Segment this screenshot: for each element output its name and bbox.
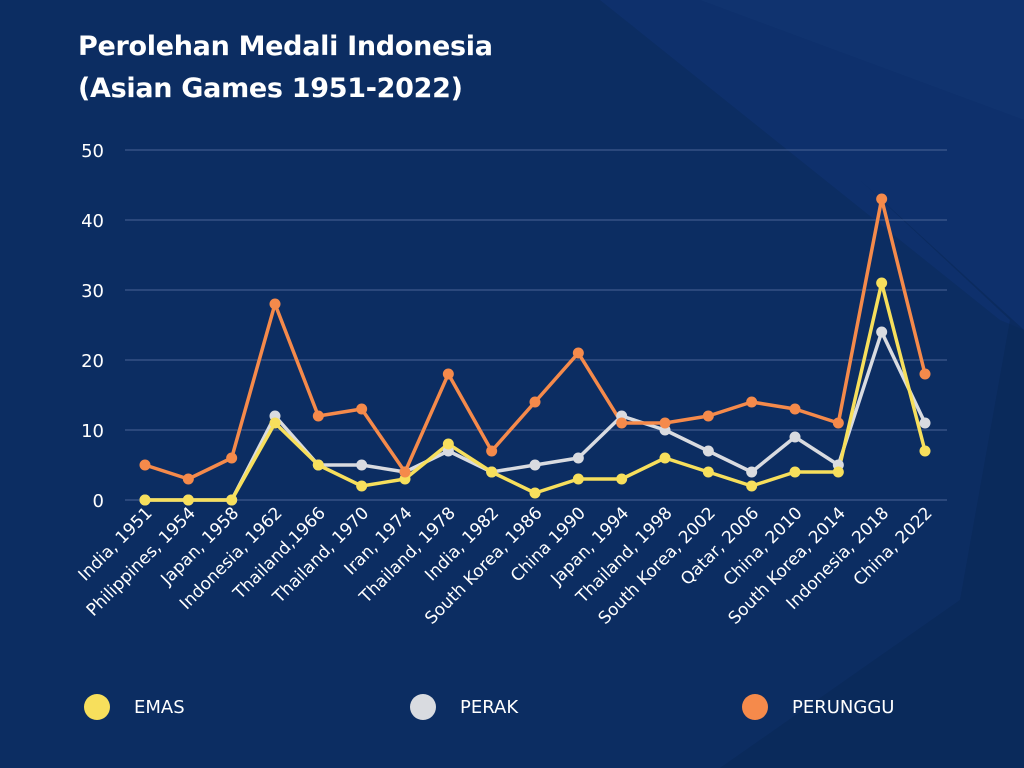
- legend-label-perunggu: PERUNGGU: [792, 696, 895, 718]
- series-line-perak: [145, 330, 927, 502]
- data-point-perunggu: [919, 368, 931, 380]
- data-point-perunggu: [182, 473, 194, 485]
- data-point-emas: [182, 494, 194, 506]
- legend-marker-perak: [410, 694, 436, 720]
- data-point-perak: [529, 459, 541, 471]
- data-point-perunggu: [226, 452, 238, 464]
- legend-item-emas: EMAS: [84, 694, 185, 720]
- data-point-perunggu: [616, 417, 628, 429]
- data-point-perak: [919, 417, 931, 429]
- data-point-perunggu: [486, 445, 498, 457]
- legend-item-perak: PERAK: [410, 694, 518, 720]
- legend-label-emas: EMAS: [134, 696, 185, 718]
- data-point-perak: [746, 466, 758, 478]
- y-tick-label: 0: [93, 491, 104, 512]
- data-point-emas: [572, 473, 584, 485]
- chart-title: Perolehan Medali Indonesia (Asian Games …: [78, 26, 493, 110]
- data-point-perunggu: [269, 298, 281, 310]
- data-point-emas: [356, 480, 368, 492]
- y-tick-label: 50: [81, 141, 104, 162]
- data-point-perunggu: [139, 459, 151, 471]
- data-point-perunggu: [442, 368, 454, 380]
- data-point-perunggu: [312, 410, 324, 422]
- data-point-emas: [832, 466, 844, 478]
- data-point-perunggu: [399, 466, 411, 478]
- legend-marker-perunggu: [742, 694, 768, 720]
- legend-label-perak: PERAK: [460, 696, 519, 718]
- data-point-perunggu: [789, 403, 801, 415]
- data-point-perunggu: [876, 193, 888, 205]
- y-tick-label: 40: [81, 211, 104, 232]
- data-point-emas: [789, 466, 801, 478]
- data-point-emas: [442, 438, 454, 450]
- data-point-perunggu: [702, 410, 714, 422]
- data-point-perak: [876, 326, 888, 338]
- data-point-perak: [356, 459, 368, 471]
- y-tick-label: 30: [81, 281, 104, 302]
- data-point-emas: [269, 417, 281, 429]
- data-point-emas: [616, 473, 628, 485]
- data-point-perunggu: [529, 396, 541, 408]
- data-point-emas: [746, 480, 758, 492]
- legend-marker-emas: [84, 694, 110, 720]
- y-tick-label: 10: [81, 421, 104, 442]
- data-point-perunggu: [659, 417, 671, 429]
- data-point-emas: [529, 487, 541, 499]
- legend-item-perunggu: PERUNGGU: [742, 694, 894, 720]
- y-tick-label: 20: [81, 351, 104, 372]
- data-point-emas: [876, 277, 888, 289]
- data-point-perunggu: [746, 396, 758, 408]
- data-point-emas: [486, 466, 498, 478]
- series-line-perunggu: [144, 197, 927, 481]
- data-point-perunggu: [832, 417, 844, 429]
- data-point-emas: [919, 445, 931, 457]
- data-point-emas: [139, 494, 151, 506]
- data-point-emas: [312, 459, 324, 471]
- data-point-perunggu: [572, 347, 584, 359]
- chart-title-line-2: (Asian Games 1951-2022): [78, 73, 463, 104]
- chart-title-line-1: Perolehan Medali Indonesia: [78, 31, 493, 62]
- data-point-emas: [659, 452, 671, 464]
- data-point-emas: [226, 494, 238, 506]
- data-point-perunggu: [356, 403, 368, 415]
- data-point-perak: [572, 452, 584, 464]
- data-point-perak: [702, 445, 714, 457]
- data-point-emas: [702, 466, 714, 478]
- data-point-perak: [789, 431, 801, 443]
